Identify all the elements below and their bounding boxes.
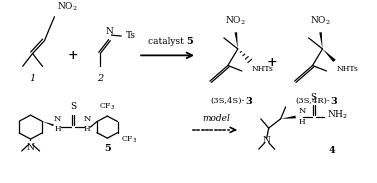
Text: 1: 1 bbox=[29, 74, 36, 83]
Text: N: N bbox=[54, 115, 61, 122]
Text: H: H bbox=[299, 118, 305, 126]
Polygon shape bbox=[234, 32, 238, 49]
Text: +: + bbox=[267, 56, 277, 69]
Text: 5: 5 bbox=[186, 37, 193, 46]
Text: N: N bbox=[27, 143, 35, 152]
Text: (3S,4R)-: (3S,4R)- bbox=[295, 97, 330, 105]
Text: $\mathregular{NO_2}$: $\mathregular{NO_2}$ bbox=[310, 14, 331, 27]
Text: +: + bbox=[68, 49, 79, 62]
Text: $\mathregular{NO_2}$: $\mathregular{NO_2}$ bbox=[225, 14, 246, 27]
Text: 2: 2 bbox=[97, 74, 103, 83]
Text: H: H bbox=[54, 125, 61, 133]
Polygon shape bbox=[280, 116, 296, 119]
Text: N: N bbox=[84, 115, 91, 122]
Text: model: model bbox=[202, 113, 230, 122]
Text: (3S,4S)-: (3S,4S)- bbox=[211, 97, 245, 105]
Text: 5: 5 bbox=[104, 144, 111, 153]
Text: N: N bbox=[105, 27, 113, 36]
Text: $\mathregular{NO_2}$: $\mathregular{NO_2}$ bbox=[57, 1, 78, 13]
Text: NHTs: NHTs bbox=[252, 65, 274, 72]
Text: N: N bbox=[299, 107, 306, 115]
Text: H: H bbox=[84, 125, 91, 133]
Text: 4: 4 bbox=[328, 146, 335, 155]
Text: S: S bbox=[311, 93, 317, 102]
Text: CF$_3$: CF$_3$ bbox=[121, 135, 137, 145]
Text: CF$_3$: CF$_3$ bbox=[99, 102, 115, 112]
Text: NHTs: NHTs bbox=[336, 65, 358, 72]
Text: 3: 3 bbox=[246, 97, 253, 106]
Text: NH$_2$: NH$_2$ bbox=[328, 109, 349, 121]
Polygon shape bbox=[322, 49, 336, 62]
Polygon shape bbox=[30, 139, 31, 141]
Text: Ts: Ts bbox=[126, 31, 136, 40]
Text: catalyst: catalyst bbox=[148, 37, 187, 46]
Polygon shape bbox=[42, 121, 54, 126]
Polygon shape bbox=[319, 32, 322, 49]
Text: 3: 3 bbox=[331, 97, 337, 106]
Text: N: N bbox=[263, 136, 271, 145]
Text: S: S bbox=[70, 102, 77, 111]
